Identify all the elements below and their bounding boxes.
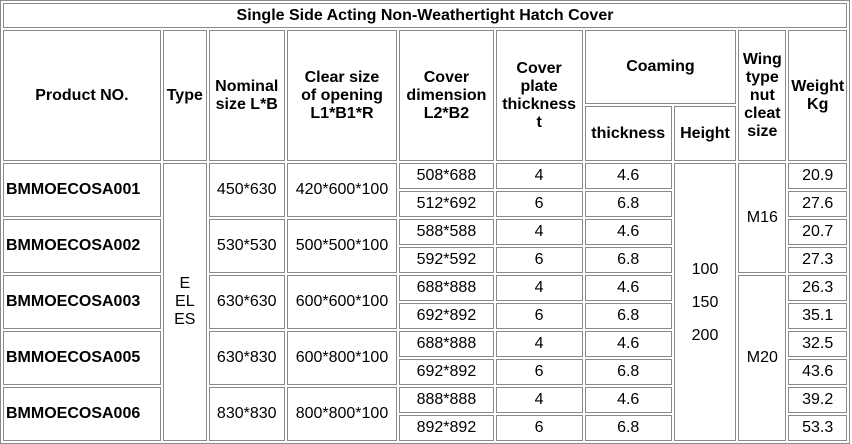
header-coaming-height: Height: [673, 106, 737, 161]
table-row: BMMOECOSA006 830*830 800*800*100 888*888 4 4.…: [3, 387, 847, 441]
nominal-size-cell: 830*830: [208, 387, 285, 441]
plate-thickness-cell: 4: [495, 331, 583, 357]
weight-cell: 43.6: [788, 359, 847, 385]
header-plate-thickness: Cover plate thickness t: [495, 30, 583, 161]
product-no-cell: BMMOECOSA001: [3, 163, 161, 217]
weight-cell: 27.3: [788, 247, 847, 273]
plate-thickness-cell: 6: [495, 247, 583, 273]
table-row: BMMOECOSA003 630*630 600*600*100 688*888 4 4.…: [3, 275, 847, 441]
cover-dimension-cell: 508*688: [399, 163, 494, 189]
type-value: ES: [174, 311, 196, 328]
coaming-thickness-cell: 6.8: [584, 191, 672, 217]
header-coaming-thickness: thickness: [584, 106, 672, 161]
type-cell: E EL ES: [162, 163, 207, 441]
cover-dimension-cell: 588*588: [399, 219, 494, 245]
weight-cell: 20.7: [788, 219, 847, 245]
coaming-thickness-cell: 6.8: [584, 359, 672, 385]
plate-thickness-cell: 4: [495, 387, 583, 413]
nominal-size-cell: 530*530: [208, 219, 285, 273]
header-clear-size: Clear size of opening L1*B1*R: [286, 30, 398, 161]
table-row: 692*892 6 6.8 43.6: [3, 359, 847, 385]
plate-thickness-cell: 4: [495, 163, 583, 189]
product-no-cell: BMMOECOSA003: [3, 275, 161, 329]
clear-size-cell: 600*600*100: [286, 275, 398, 329]
weight-cell: 26.3: [788, 275, 847, 301]
header-weight: Weight Kg: [788, 30, 847, 161]
clear-size-cell: 420*600*100: [286, 163, 398, 217]
clear-size-cell: 800*800*100: [286, 387, 398, 441]
type-value: EL: [175, 293, 195, 310]
header-type: Type: [162, 30, 207, 161]
coaming-thickness-cell: 4.6: [584, 331, 672, 357]
table-row: 692*892 6 6.8 35.1: [3, 303, 847, 329]
clear-size-cell: 500*500*100: [286, 219, 398, 273]
header-coaming: Coaming: [584, 30, 737, 104]
coaming-height-cell: 100 150 200: [673, 163, 737, 441]
plate-thickness-cell: 6: [495, 303, 583, 329]
nominal-size-cell: 630*830: [208, 331, 285, 385]
type-value: E: [179, 275, 191, 292]
header-cover-dimension: Cover dimension L2*B2: [399, 30, 494, 161]
cover-dimension-cell: 888*888: [399, 387, 494, 413]
weight-cell: 27.6: [788, 191, 847, 217]
table-row: 512*692 6 6.8 27.6: [3, 191, 847, 217]
coaming-thickness-cell: 6.8: [584, 303, 672, 329]
cleat-size-cell: M20: [738, 275, 787, 441]
weight-cell: 53.3: [788, 415, 847, 441]
plate-thickness-cell: 6: [495, 415, 583, 441]
coaming-thickness-cell: 4.6: [584, 219, 672, 245]
cover-dimension-cell: 692*892: [399, 359, 494, 385]
product-no-cell: BMMOECOSA006: [3, 387, 161, 441]
header-product-no: Product NO.: [3, 30, 161, 161]
weight-cell: 35.1: [788, 303, 847, 329]
plate-thickness-cell: 4: [495, 219, 583, 245]
table-title: Single Side Acting Non-Weathertight Hatc…: [3, 3, 847, 28]
table-row: BMMOECOSA005 630*830 600*800*100 688*888 4 4.…: [3, 331, 847, 385]
nominal-size-cell: 630*630: [208, 275, 285, 329]
weight-cell: 32.5: [788, 331, 847, 357]
coaming-thickness-cell: 6.8: [584, 415, 672, 441]
plate-thickness-cell: 6: [495, 359, 583, 385]
header-wing-cleat-size: Wing type nut cleat size: [738, 30, 787, 161]
weight-cell: 39.2: [788, 387, 847, 413]
coaming-thickness-cell: 4.6: [584, 275, 672, 301]
coaming-thickness-cell: 4.6: [584, 163, 672, 189]
height-value: 150: [691, 293, 719, 311]
nominal-size-cell: 450*630: [208, 163, 285, 217]
cover-dimension-cell: 512*692: [399, 191, 494, 217]
height-value: 200: [691, 326, 719, 344]
coaming-thickness-cell: 4.6: [584, 387, 672, 413]
cover-dimension-cell: 592*592: [399, 247, 494, 273]
plate-thickness-cell: 6: [495, 191, 583, 217]
cover-dimension-cell: 688*888: [399, 331, 494, 357]
cleat-size-cell: M16: [738, 163, 787, 273]
header-nominal-size: Nominal size L*B: [208, 30, 285, 161]
clear-size-cell: 600*800*100: [286, 331, 398, 385]
table-row: BMMOECOSA001 E EL ES 450*630 420*600*100 508*6…: [3, 163, 847, 441]
product-no-cell: BMMOECOSA005: [3, 331, 161, 385]
weight-cell: 20.9: [788, 163, 847, 189]
table-row: 592*592 6 6.8 27.3: [3, 247, 847, 273]
table-row: BMMOECOSA002 530*530 500*500*100 588*588 4 4.…: [3, 219, 847, 273]
plate-thickness-cell: 4: [495, 275, 583, 301]
cover-dimension-cell: 688*888: [399, 275, 494, 301]
height-value: 100: [691, 260, 719, 278]
cover-dimension-cell: 692*892: [399, 303, 494, 329]
product-no-cell: BMMOECOSA002: [3, 219, 161, 273]
cover-dimension-cell: 892*892: [399, 415, 494, 441]
coaming-thickness-cell: 6.8: [584, 247, 672, 273]
